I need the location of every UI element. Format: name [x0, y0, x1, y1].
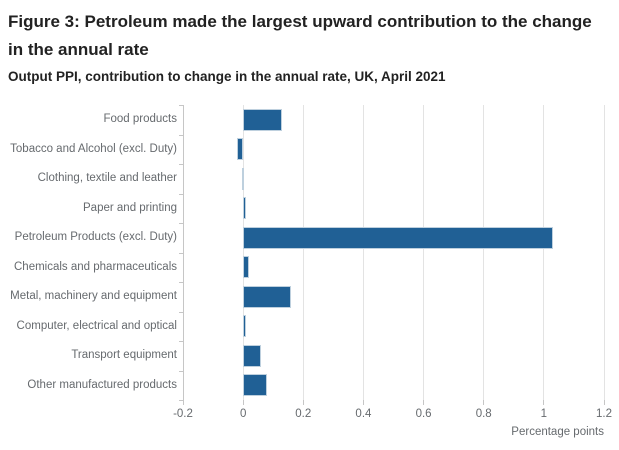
x-gridline	[603, 105, 605, 400]
x-axis-tick	[423, 400, 425, 405]
category-label: Petroleum Products (excl. Duty)	[14, 231, 177, 243]
x-tick-label: 1	[540, 408, 548, 420]
bar-metal-machinery-and-equipment	[243, 285, 292, 308]
x-axis-title: Percentage points	[511, 426, 604, 438]
y-axis-tick	[179, 223, 183, 224]
y-axis-tick	[179, 164, 183, 165]
y-axis-tick	[179, 370, 183, 372]
x-tick-label: -0.2	[173, 408, 193, 420]
x-axis-tick	[362, 400, 364, 405]
y-axis-tick	[179, 282, 183, 283]
x-axis-tick	[242, 400, 244, 405]
x-tick-label: 0.2	[295, 408, 312, 420]
category-label: Other manufactured products	[27, 378, 177, 391]
y-axis-tick	[179, 252, 183, 254]
y-axis-tick	[179, 341, 183, 342]
x-axis-tick	[603, 400, 605, 405]
x-tick-label: 1.2	[596, 408, 612, 420]
x-tick-label: 0.4	[355, 408, 372, 420]
bar-tobacco-and-alcohol-excl-duty-	[237, 138, 244, 161]
x-axis-tick	[543, 400, 545, 405]
x-tick-label: 0.8	[475, 408, 492, 420]
figure-title: Figure 3: Petroleum made the largest upw…	[8, 12, 592, 59]
bar-transport-equipment	[243, 344, 262, 367]
x-gridline	[543, 105, 545, 400]
x-gridline	[362, 105, 364, 400]
x-tick-label: 0	[239, 408, 247, 420]
category-label: Clothing, textile and leather	[37, 172, 177, 184]
category-label: Tobacco and Alcohol (excl. Duty)	[10, 142, 177, 155]
y-axis-line	[183, 105, 184, 400]
y-axis-tick	[179, 193, 183, 195]
bar-chemicals-and-pharmaceuticals	[243, 256, 250, 279]
bar-computer-electrical-and-optical	[243, 315, 247, 338]
bar-clothing-textile-and-leather	[242, 167, 245, 190]
figure-subtitle: Output PPI, contribution to change in th…	[8, 69, 446, 84]
x-gridline	[483, 105, 485, 400]
bar-paper-and-printing	[243, 197, 247, 220]
y-axis-tick	[179, 311, 183, 313]
x-gridline	[242, 105, 244, 400]
x-axis-tick	[182, 400, 184, 405]
x-axis-tick	[483, 400, 485, 405]
category-label: Computer, electrical and optical	[16, 319, 177, 332]
category-label: Paper and printing	[83, 201, 177, 214]
x-gridline	[302, 105, 304, 400]
x-tick-label: 0.6	[415, 408, 432, 420]
y-axis-tick	[179, 105, 183, 106]
category-label: Transport equipment	[71, 349, 177, 361]
category-label: Chemicals and pharmaceuticals	[14, 260, 177, 273]
x-axis-tick	[302, 400, 304, 405]
bar-other-manufactured-products	[243, 374, 268, 397]
bar-petroleum-products-excl-duty-	[243, 226, 553, 249]
bar-food-products	[243, 108, 283, 131]
y-axis-tick	[179, 134, 183, 136]
category-label: Food products	[103, 113, 177, 125]
x-gridline	[423, 105, 425, 400]
y-axis-tick	[179, 400, 183, 401]
category-label: Metal, machinery and equipment	[10, 290, 177, 302]
